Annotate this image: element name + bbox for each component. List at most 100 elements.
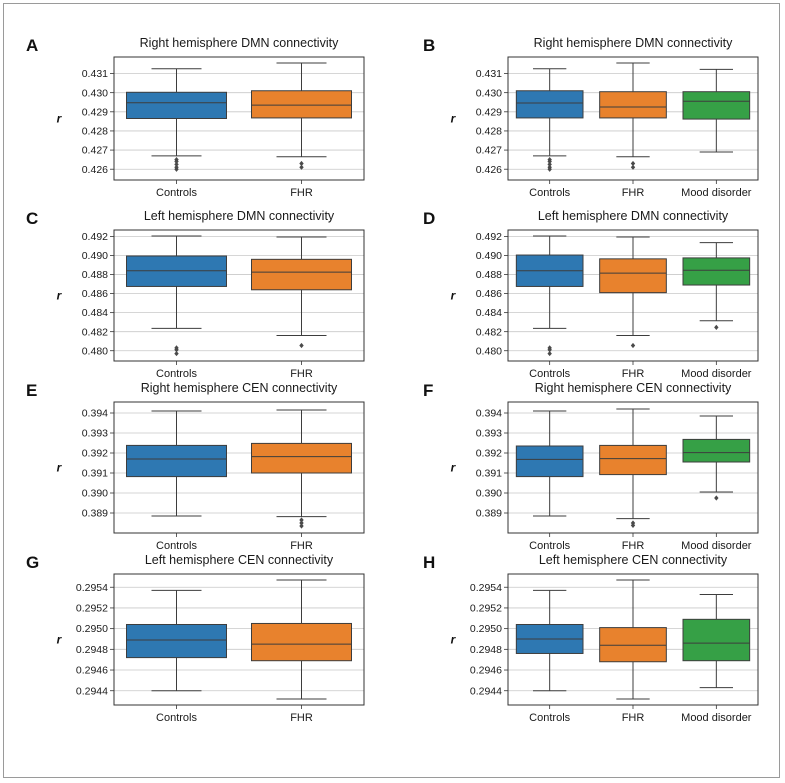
plot-frame — [113, 573, 365, 706]
y-axis-label: r — [451, 461, 457, 475]
y-tick-label: 0.2952 — [76, 603, 108, 615]
outlier-point — [299, 520, 304, 526]
outlier-point — [630, 160, 636, 167]
box-iqr — [515, 90, 584, 119]
panel-a: 0.426 0.427 0.428 0.429 0.430 0.431 Controls FH… — [26, 36, 365, 199]
y-tick-label: 0.394 — [82, 408, 108, 420]
outlier-point — [299, 523, 304, 529]
y-tick-label: 0.492 — [476, 231, 502, 243]
plot-frame — [507, 401, 759, 534]
y-tick-label: 0.427 — [476, 145, 502, 157]
y-tick-label: 0.486 — [476, 288, 502, 300]
y-tick-label: 0.2948 — [470, 644, 502, 656]
outlier-point — [714, 495, 719, 501]
box-mood-disorder — [682, 593, 751, 689]
x-tick-label: FHR — [622, 712, 645, 724]
y-tick-label: 0.428 — [82, 126, 108, 138]
box-fhr — [251, 62, 352, 170]
panel-h: 0.2944 0.2946 0.2948 0.2950 0.2952 0.2954 Cont… — [423, 553, 759, 724]
y-tick-label: 0.430 — [82, 87, 108, 99]
box-fhr — [251, 236, 352, 349]
x-tick-label: FHR — [290, 368, 313, 380]
y-tick-label: 0.393 — [476, 428, 502, 440]
y-tick-label: 0.480 — [82, 345, 108, 357]
box-iqr — [126, 444, 227, 478]
box-controls — [126, 68, 227, 172]
x-tick-label: Mood disorder — [681, 540, 752, 552]
outlier-point — [299, 517, 304, 523]
y-tick-label: 0.484 — [82, 307, 108, 319]
outlier-point — [174, 350, 179, 357]
panel-title: Right hemisphere DMN connectivity — [140, 36, 339, 50]
x-tick-label: Controls — [156, 368, 197, 380]
y-tick-label: 0.391 — [82, 468, 108, 480]
panel-letter: A — [26, 36, 38, 55]
outlier-point — [630, 164, 636, 170]
y-axis-label: r — [57, 112, 63, 126]
outlier-point — [174, 161, 179, 168]
y-tick-label: 0.484 — [476, 307, 502, 319]
box-iqr — [126, 91, 227, 120]
x-tick-label: Controls — [529, 540, 570, 552]
box-controls — [515, 235, 584, 357]
x-tick-label: Mood disorder — [681, 368, 752, 380]
y-tick-label: 0.2954 — [76, 582, 108, 594]
y-tick-label: 0.389 — [476, 508, 502, 520]
box-fhr — [251, 409, 352, 529]
y-tick-label: 0.2948 — [76, 644, 108, 656]
panel-f: 0.389 0.390 0.391 0.392 0.393 0.394 Controls FH… — [423, 381, 759, 552]
y-axis-label: r — [451, 289, 457, 303]
y-tick-label: 0.488 — [82, 269, 108, 281]
outlier-point — [547, 166, 552, 172]
panel-title: Left hemisphere DMN connectivity — [538, 209, 729, 223]
y-tick-label: 0.482 — [82, 326, 108, 338]
box-fhr — [599, 579, 667, 700]
box-iqr — [251, 622, 352, 662]
x-tick-label: FHR — [622, 540, 645, 552]
box-mood-disorder — [682, 415, 751, 501]
box-mood-disorder — [682, 242, 751, 330]
y-axis-label: r — [451, 633, 457, 647]
panel-e: 0.389 0.390 0.391 0.392 0.393 0.394 Controls FH… — [26, 381, 365, 552]
y-tick-label: 0.2954 — [470, 582, 502, 594]
x-tick-label: Mood disorder — [681, 187, 752, 199]
y-tick-label: 0.482 — [476, 326, 502, 338]
y-tick-label: 0.390 — [476, 488, 502, 500]
box-controls — [126, 589, 227, 692]
y-tick-label: 0.394 — [476, 408, 502, 420]
figure-frame — [3, 3, 780, 778]
y-tick-label: 0.490 — [82, 250, 108, 262]
box-fhr — [599, 62, 667, 170]
y-tick-label: 0.426 — [476, 164, 502, 176]
x-tick-label: FHR — [290, 712, 313, 724]
outlier-point — [547, 158, 552, 165]
panel-g: 0.2944 0.2946 0.2948 0.2950 0.2952 0.2954 Cont… — [26, 553, 365, 724]
y-tick-label: 0.2952 — [470, 603, 502, 615]
box-iqr — [599, 258, 667, 294]
box-iqr — [682, 91, 751, 120]
y-tick-label: 0.2946 — [470, 665, 502, 677]
y-tick-label: 0.431 — [476, 68, 502, 80]
panel-title: Left hemisphere DMN connectivity — [144, 209, 335, 223]
y-tick-label: 0.426 — [82, 164, 108, 176]
y-tick-label: 0.429 — [82, 106, 108, 118]
panel-c: 0.480 0.482 0.484 0.486 0.488 0.490 0.492 Contr… — [26, 209, 365, 380]
box-iqr — [251, 442, 352, 474]
x-tick-label: FHR — [290, 187, 313, 199]
y-tick-label: 0.2950 — [76, 623, 108, 635]
y-tick-label: 0.430 — [476, 87, 502, 99]
y-axis-label: r — [451, 112, 457, 126]
box-iqr — [599, 627, 667, 663]
panel-title: Left hemisphere CEN connectivity — [145, 553, 334, 567]
y-tick-label: 0.488 — [476, 269, 502, 281]
outlier-point — [547, 161, 552, 168]
plot-frame — [507, 56, 759, 181]
box-iqr — [682, 618, 751, 662]
y-tick-label: 0.389 — [82, 508, 108, 520]
panel-letter: F — [423, 381, 433, 400]
panel-b: 0.426 0.427 0.428 0.429 0.430 0.431 Controls FH… — [423, 36, 759, 199]
y-tick-label: 0.490 — [476, 250, 502, 262]
outlier-point — [174, 347, 179, 353]
box-iqr — [599, 444, 667, 476]
